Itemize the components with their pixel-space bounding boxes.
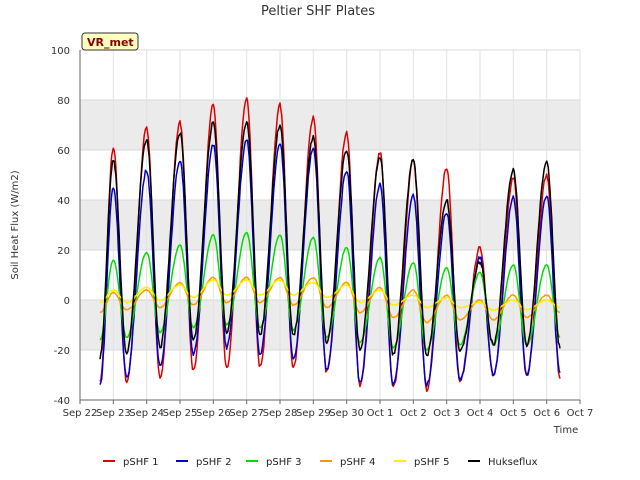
legend-label: pSHF 5 [414,457,450,468]
plot-background [80,50,580,400]
badge-label: VR_met [87,36,134,49]
x-tick-label: Sep 28 [263,408,298,419]
x-tick-label: Sep 23 [96,408,131,419]
y-tick-label: -20 [54,346,70,357]
x-tick-label: Oct 5 [500,408,527,419]
x-tick-label: Oct 3 [433,408,460,419]
x-tick-label: Oct 2 [400,408,427,419]
x-tick-label: Oct 4 [467,408,494,419]
y-tick-label: -40 [54,396,70,407]
y-axis-ticks: -40 -20 0 20 40 60 80 100 [51,46,70,407]
x-tick-label: Oct 6 [533,408,560,419]
legend: pSHF 1 pSHF 2 pSHF 3 pSHF 4 pSHF 5 Hukseflux [103,457,538,468]
y-tick-label: 20 [57,246,70,257]
badge-box [81,32,139,51]
x-tick-label: Sep 29 [296,408,331,419]
grid-band [80,100,580,150]
station-badge: VR_met [81,32,139,51]
grid-band [80,200,580,250]
chart-title: Peltier SHF Plates [261,4,375,19]
y-tick-label: 0 [64,296,70,307]
series-line [99,278,561,312]
x-tick-label: Sep 25 [163,408,198,419]
y-tick-label: 40 [57,196,70,207]
x-tick-label: Sep 30 [329,408,364,419]
x-tick-label: Sep 24 [129,408,164,419]
x-tick-label: Sep 27 [229,408,264,419]
y-tick-label: 100 [51,46,70,57]
x-tick-label: Oct 7 [567,408,594,419]
y-axis-title: Soil Heat Flux (W/m2) [10,170,21,279]
x-tick-label: Sep 22 [63,408,98,419]
legend-label: pSHF 3 [266,457,302,468]
legend-label: Hukseflux [488,457,538,468]
series-layer [79,50,580,401]
series-line [99,121,561,360]
x-axis-title: Time [553,425,578,436]
legend-label: pSHF 4 [340,457,376,468]
legend-label: pSHF 2 [196,457,232,468]
legend-label: pSHF 1 [123,457,159,468]
x-tick-label: Oct 1 [367,408,394,419]
x-tick-label: Sep 26 [196,408,231,419]
y-tick-label: 60 [57,146,70,157]
y-tick-label: 80 [57,96,70,107]
